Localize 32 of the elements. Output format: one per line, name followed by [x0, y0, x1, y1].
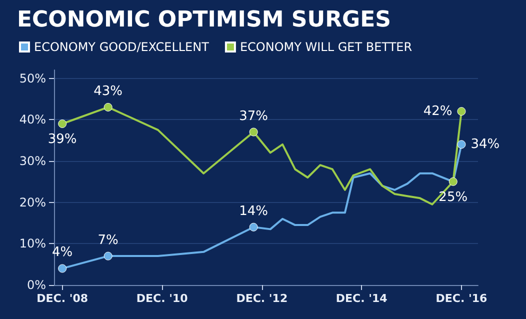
- y-tick-label: 40%: [19, 112, 46, 127]
- legend-label: ECONOMY GOOD/EXCELLENT: [34, 40, 210, 54]
- x-tick-label: DEC. '16: [436, 292, 488, 305]
- data-label: 34%: [470, 136, 500, 152]
- x-tick-label: DEC. '14: [336, 292, 388, 305]
- point: [104, 102, 112, 112]
- data-label: 4%: [52, 245, 73, 260]
- x-tick-label: DEC. '08: [36, 292, 88, 305]
- point: [104, 252, 112, 260]
- y-tick-label: 0%: [26, 278, 46, 292]
- point: [249, 222, 258, 232]
- y-tick-label: 10%: [19, 236, 46, 251]
- point: [58, 264, 67, 273]
- data-label: 37%: [239, 108, 268, 124]
- point: [249, 128, 258, 136]
- y-tick-label: 30%: [19, 154, 46, 168]
- data-label: 25%: [438, 190, 468, 205]
- data-label: 14%: [239, 204, 268, 219]
- chart-title: ECONOMIC OPTIMISM SURGES: [17, 8, 391, 32]
- point: [457, 107, 466, 116]
- data-label: 42%: [423, 104, 452, 119]
- point: [58, 120, 67, 128]
- data-label: 39%: [48, 132, 77, 147]
- point: [457, 140, 466, 149]
- y-tick-label: 50%: [19, 71, 46, 86]
- point: [448, 177, 458, 186]
- x-tick-label: DEC. '10: [136, 292, 188, 305]
- data-label: 7%: [98, 232, 118, 248]
- y-tick-label: 20%: [19, 195, 46, 210]
- legend-label: ECONOMY WILL GET BETTER: [240, 40, 412, 54]
- x-tick-label: DEC. '12: [236, 292, 288, 305]
- data-label: 43%: [94, 84, 123, 99]
